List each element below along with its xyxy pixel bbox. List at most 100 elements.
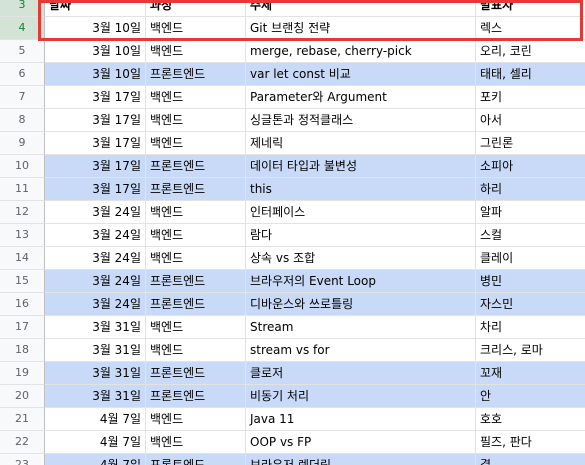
topic-cell[interactable]: Java 11	[246, 408, 476, 431]
course-cell[interactable]: 백엔드	[146, 408, 246, 431]
date-cell[interactable]: 3월 17일	[45, 178, 146, 201]
presenter-cell[interactable]: 그린론	[476, 132, 585, 155]
row-number[interactable]: 6	[0, 63, 45, 86]
course-cell[interactable]: 백엔드	[146, 339, 246, 362]
header-presenter[interactable]: 발표자	[476, 0, 585, 17]
row-number[interactable]: 4	[0, 17, 45, 40]
date-cell[interactable]: 3월 17일	[45, 109, 146, 132]
date-cell[interactable]: 3월 24일	[45, 224, 146, 247]
presenter-cell[interactable]: 아서	[476, 109, 585, 132]
topic-cell[interactable]: 디바운스와 쓰로틀링	[246, 293, 476, 316]
row-number[interactable]: 23	[0, 454, 45, 465]
presenter-cell[interactable]: 자스민	[476, 293, 585, 316]
date-cell[interactable]: 3월 17일	[45, 86, 146, 109]
course-cell[interactable]: 백엔드	[146, 247, 246, 270]
course-cell[interactable]: 프론트엔드	[146, 454, 246, 465]
date-cell[interactable]: 3월 17일	[45, 155, 146, 178]
row-number[interactable]: 20	[0, 385, 45, 408]
course-cell[interactable]: 백엔드	[146, 132, 246, 155]
date-cell[interactable]: 3월 24일	[45, 270, 146, 293]
row-number[interactable]: 3	[0, 0, 45, 17]
row-number[interactable]: 18	[0, 339, 45, 362]
course-cell[interactable]: 백엔드	[146, 109, 246, 132]
presenter-cell[interactable]: 결	[476, 454, 585, 465]
course-cell[interactable]: 프론트엔드	[146, 155, 246, 178]
row-number[interactable]: 19	[0, 362, 45, 385]
course-cell[interactable]: 백엔드	[146, 40, 246, 63]
presenter-cell[interactable]: 병민	[476, 270, 585, 293]
presenter-cell[interactable]: 렉스	[476, 17, 585, 40]
topic-cell[interactable]: Parameter와 Argument	[246, 86, 476, 109]
date-cell[interactable]: 3월 24일	[45, 201, 146, 224]
presenter-cell[interactable]: 크리스, 로마	[476, 339, 585, 362]
row-number[interactable]: 16	[0, 293, 45, 316]
topic-cell[interactable]: 비동기 처리	[246, 385, 476, 408]
date-cell[interactable]: 4월 7일	[45, 454, 146, 465]
header-course[interactable]: 과정	[146, 0, 246, 17]
date-cell[interactable]: 3월 31일	[45, 362, 146, 385]
course-cell[interactable]: 백엔드	[146, 316, 246, 339]
row-number[interactable]: 17	[0, 316, 45, 339]
header-topic[interactable]: 주제	[246, 0, 476, 17]
date-cell[interactable]: 3월 31일	[45, 339, 146, 362]
course-cell[interactable]: 프론트엔드	[146, 178, 246, 201]
row-number[interactable]: 7	[0, 86, 45, 109]
date-cell[interactable]: 4월 7일	[45, 408, 146, 431]
topic-cell[interactable]: var let const 비교	[246, 63, 476, 86]
row-number[interactable]: 21	[0, 408, 45, 431]
row-number[interactable]: 5	[0, 40, 45, 63]
topic-cell[interactable]: 데이터 타입과 불변성	[246, 155, 476, 178]
row-number[interactable]: 10	[0, 155, 45, 178]
course-cell[interactable]: 백엔드	[146, 17, 246, 40]
course-cell[interactable]: 프론트엔드	[146, 293, 246, 316]
presenter-cell[interactable]: 꼬재	[476, 362, 585, 385]
topic-cell[interactable]: 제네릭	[246, 132, 476, 155]
presenter-cell[interactable]: 소피아	[476, 155, 585, 178]
row-number[interactable]: 22	[0, 431, 45, 454]
course-cell[interactable]: 백엔드	[146, 224, 246, 247]
presenter-cell[interactable]: 클레이	[476, 247, 585, 270]
date-cell[interactable]: 3월 17일	[45, 132, 146, 155]
topic-cell[interactable]: 브라우저의 Event Loop	[246, 270, 476, 293]
topic-cell[interactable]: 클로저	[246, 362, 476, 385]
row-number[interactable]: 12	[0, 201, 45, 224]
presenter-cell[interactable]: 안	[476, 385, 585, 408]
row-number[interactable]: 14	[0, 247, 45, 270]
course-cell[interactable]: 백엔드	[146, 201, 246, 224]
header-date[interactable]: 날짜	[45, 0, 146, 17]
row-number[interactable]: 15	[0, 270, 45, 293]
row-number[interactable]: 11	[0, 178, 45, 201]
course-cell[interactable]: 프론트엔드	[146, 270, 246, 293]
course-cell[interactable]: 프론트엔드	[146, 385, 246, 408]
topic-cell[interactable]: merge, rebase, cherry-pick	[246, 40, 476, 63]
date-cell[interactable]: 3월 10일	[45, 63, 146, 86]
topic-cell[interactable]: OOP vs FP	[246, 431, 476, 454]
date-cell[interactable]: 3월 24일	[45, 247, 146, 270]
presenter-cell[interactable]: 하리	[476, 178, 585, 201]
date-cell[interactable]: 3월 24일	[45, 293, 146, 316]
presenter-cell[interactable]: 태태, 셀리	[476, 63, 585, 86]
topic-cell[interactable]: stream vs for	[246, 339, 476, 362]
topic-cell[interactable]: 브라우저 렌더링	[246, 454, 476, 465]
presenter-cell[interactable]: 필즈, 판다	[476, 431, 585, 454]
course-cell[interactable]: 프론트엔드	[146, 362, 246, 385]
date-cell[interactable]: 3월 31일	[45, 316, 146, 339]
course-cell[interactable]: 프론트엔드	[146, 63, 246, 86]
topic-cell[interactable]: 람다	[246, 224, 476, 247]
date-cell[interactable]: 3월 10일	[45, 40, 146, 63]
topic-cell[interactable]: this	[246, 178, 476, 201]
course-cell[interactable]: 백엔드	[146, 86, 246, 109]
presenter-cell[interactable]: 알파	[476, 201, 585, 224]
presenter-cell[interactable]: 호호	[476, 408, 585, 431]
topic-cell[interactable]: Git 브랜칭 전략	[246, 17, 476, 40]
presenter-cell[interactable]: 차리	[476, 316, 585, 339]
topic-cell[interactable]: 싱글톤과 정적클래스	[246, 109, 476, 132]
row-number[interactable]: 9	[0, 132, 45, 155]
presenter-cell[interactable]: 오리, 코린	[476, 40, 585, 63]
topic-cell[interactable]: 인터페이스	[246, 201, 476, 224]
row-number[interactable]: 8	[0, 109, 45, 132]
presenter-cell[interactable]: 스컬	[476, 224, 585, 247]
date-cell[interactable]: 4월 7일	[45, 431, 146, 454]
row-number[interactable]: 13	[0, 224, 45, 247]
topic-cell[interactable]: Stream	[246, 316, 476, 339]
